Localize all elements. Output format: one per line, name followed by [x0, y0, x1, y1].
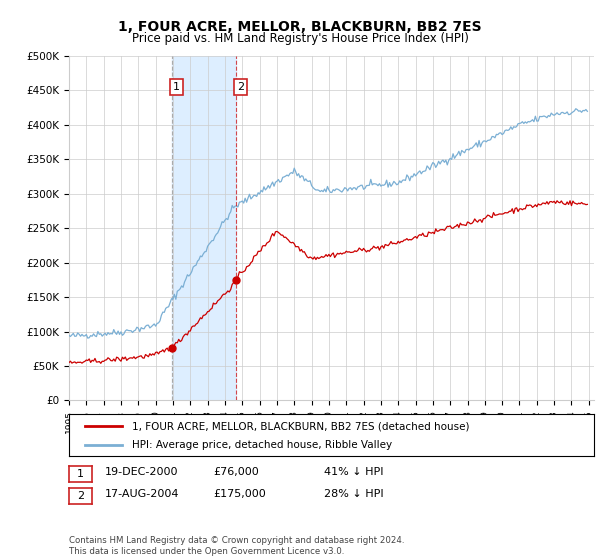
- Text: 1, FOUR ACRE, MELLOR, BLACKBURN, BB2 7ES: 1, FOUR ACRE, MELLOR, BLACKBURN, BB2 7ES: [118, 20, 482, 34]
- Text: 2: 2: [236, 82, 244, 92]
- Text: 2: 2: [77, 491, 84, 501]
- Text: HPI: Average price, detached house, Ribble Valley: HPI: Average price, detached house, Ribb…: [132, 440, 392, 450]
- Text: 17-AUG-2004: 17-AUG-2004: [105, 489, 179, 499]
- Text: Contains HM Land Registry data © Crown copyright and database right 2024.
This d: Contains HM Land Registry data © Crown c…: [69, 536, 404, 556]
- Text: 28% ↓ HPI: 28% ↓ HPI: [324, 489, 383, 499]
- Bar: [172, 56, 236, 400]
- Text: 1: 1: [77, 469, 84, 479]
- Text: 1: 1: [173, 82, 180, 92]
- Text: 1, FOUR ACRE, MELLOR, BLACKBURN, BB2 7ES (detached house): 1, FOUR ACRE, MELLOR, BLACKBURN, BB2 7ES…: [132, 421, 470, 431]
- Text: 41% ↓ HPI: 41% ↓ HPI: [324, 466, 383, 477]
- Text: Price paid vs. HM Land Registry's House Price Index (HPI): Price paid vs. HM Land Registry's House …: [131, 32, 469, 45]
- Text: £76,000: £76,000: [213, 466, 259, 477]
- Text: 19-DEC-2000: 19-DEC-2000: [105, 466, 179, 477]
- Text: £175,000: £175,000: [213, 489, 266, 499]
